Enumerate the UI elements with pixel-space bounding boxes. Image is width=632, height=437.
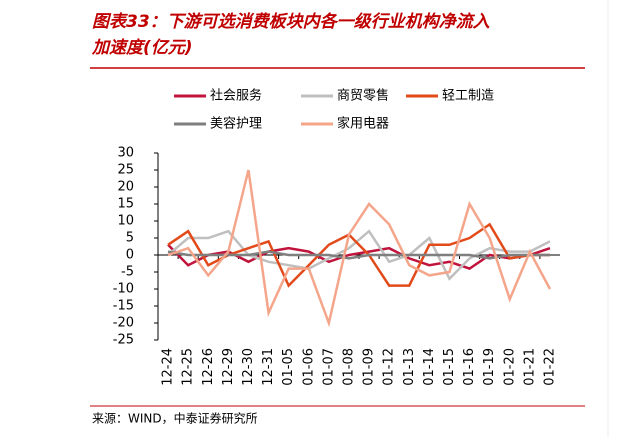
x-tick-label: 01-09: [362, 348, 377, 386]
x-tick-label: 01-13: [402, 348, 417, 386]
source: 来源：WIND，中泰证券研究所: [92, 411, 258, 426]
x-tick-label: 01-22: [542, 348, 557, 386]
x-tick-label: 12-24: [161, 348, 176, 386]
y-tick-label: -5: [121, 265, 134, 280]
legend-label: 社会服务: [210, 88, 262, 104]
x-tick-label: 01-16: [462, 348, 477, 386]
chart-title: 图表33：下游可选消费板块内各一级行业机构净流入加速度(亿元): [91, 12, 490, 58]
x-tick-label: 01-07: [321, 348, 336, 386]
y-tick-label: 25: [117, 163, 134, 178]
x-tick-label: 12-29: [221, 348, 236, 386]
legend-label: 商贸零售: [337, 88, 389, 104]
series-line: [167, 169, 552, 328]
y-tick-label: -10: [113, 282, 134, 297]
x-tick-label: 12-26: [201, 348, 216, 386]
y-tick-label: 15: [117, 197, 134, 212]
legend-label: 家用电器: [337, 116, 389, 132]
series-line: [167, 250, 550, 260]
x-tick-label: 01-08: [341, 348, 356, 386]
x-tick-label: 12-25: [181, 348, 196, 386]
x-tick-label: 01-21: [522, 348, 537, 386]
y-tick-label: 30: [117, 146, 134, 161]
y-tick-label: -20: [113, 316, 134, 331]
x-tick-label: 12-31: [261, 348, 276, 386]
x-tick-label: 01-05: [281, 348, 296, 386]
legend-label: 美容护理: [210, 116, 262, 132]
x-tick-label: 12-30: [241, 348, 256, 386]
x-tick-label: 01-19: [482, 348, 497, 386]
x-tick-label: 01-06: [301, 348, 316, 386]
y-tick-label: 10: [117, 214, 134, 229]
y-tick-label: 0: [126, 248, 134, 263]
y-tick-label: 20: [117, 180, 134, 195]
x-tick-label: 01-14: [422, 348, 437, 386]
x-tick-label: 01-20: [502, 348, 517, 386]
x-tick-label: 01-12: [382, 348, 397, 386]
y-tick-label: -15: [113, 299, 134, 314]
y-tick-label: -25: [113, 333, 134, 348]
legend-label: 轻工制造: [442, 89, 494, 104]
x-tick-label: 01-15: [442, 348, 457, 386]
y-tick-label: 5: [126, 231, 134, 246]
